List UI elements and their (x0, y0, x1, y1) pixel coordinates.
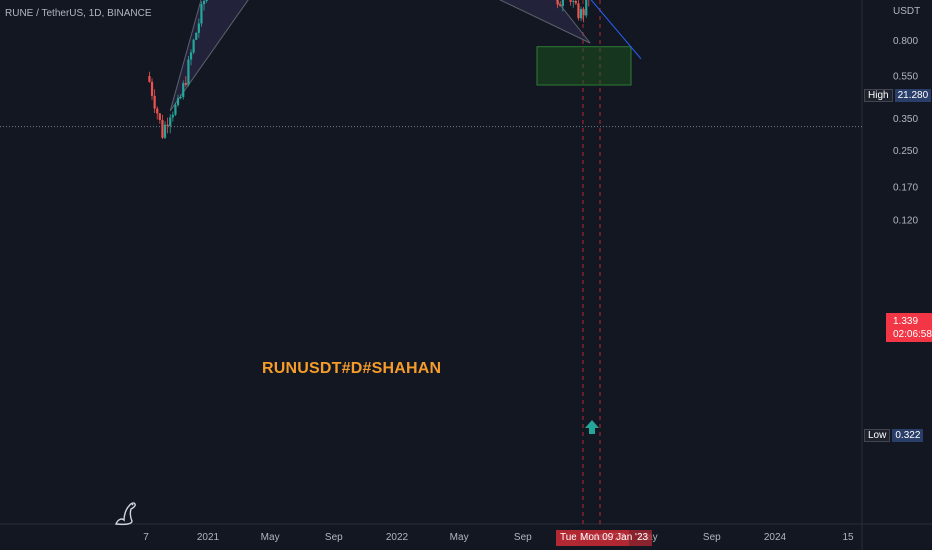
candle (577, 3, 580, 19)
chart-title: RUNE / TetherUS, 1D, BINANCE (5, 8, 152, 19)
arrows (585, 420, 599, 434)
candles (148, 0, 590, 140)
time-tick-10: 2024 (764, 532, 787, 543)
candle (189, 52, 193, 60)
candle (163, 124, 167, 138)
target-zone (536, 46, 632, 86)
candle (197, 23, 200, 33)
candle (205, 0, 208, 1)
time-tick-1: 2021 (197, 532, 220, 543)
price-tick-13: 0.350 (893, 114, 918, 125)
candle (153, 95, 156, 109)
tradingview-logo (115, 502, 136, 526)
high-low-lines (0, 0, 862, 524)
candle (585, 0, 588, 16)
time-tick-6: Sep (514, 532, 532, 543)
candle (187, 59, 190, 85)
zones (536, 46, 632, 86)
high-price-tag: High 21.280 (864, 89, 932, 102)
candle-countdown: 02:06:58 (893, 329, 932, 340)
low-price-tag: Low 0.322 (864, 429, 924, 442)
time-tick-0: 7 (143, 532, 149, 543)
candle (150, 81, 154, 96)
candle (176, 98, 180, 105)
pattern-triangle-xab (169, 0, 249, 112)
candle (561, 0, 564, 7)
up-arrow-icon (585, 420, 599, 434)
descending-trendline (590, 0, 642, 60)
candle (200, 4, 203, 24)
time-tick-9: Sep (703, 532, 721, 543)
candle (569, 0, 572, 2)
time-tick-2: May (261, 532, 280, 543)
candle (579, 9, 583, 19)
time-tick-4: 2022 (386, 532, 409, 543)
candle (556, 0, 559, 5)
candle (148, 76, 151, 82)
trend-lines (590, 0, 642, 60)
crosshair-date-label-2: Mon 09 Jan '23 (576, 530, 653, 546)
price-tick-16: 0.120 (893, 215, 918, 226)
low-label: Low (864, 429, 891, 442)
harmonic-pattern (169, 0, 591, 112)
candle (171, 114, 174, 118)
candle (195, 32, 198, 40)
time-axis-ticks: 72021MaySep2022MaySepJan '23MaySep202415 (143, 532, 854, 543)
candle (158, 113, 161, 120)
candle (192, 39, 195, 53)
candle (582, 9, 585, 16)
candle (169, 117, 172, 126)
candle (179, 96, 182, 99)
price-tick-11: 0.800 (893, 36, 918, 47)
price-tick-12: 0.550 (893, 72, 918, 83)
high-value: 21.280 (894, 89, 932, 102)
high-label: High (864, 89, 893, 102)
candle (174, 104, 177, 115)
candle (156, 108, 159, 114)
candle (559, 4, 562, 7)
candle (182, 83, 185, 97)
candle (202, 0, 206, 5)
time-tick-5: May (450, 532, 469, 543)
pattern-triangle-bcd (499, 0, 591, 44)
chart-annotation-text: RUNUSDT#D#SHAHAN (262, 360, 442, 377)
time-tick-3: Sep (325, 532, 343, 543)
time-tick-11: 15 (842, 532, 854, 543)
current-price: 1.339 (893, 316, 919, 327)
price-axis-ticks: USDT48.00033.00022.00015.00010.0007.0005… (893, 6, 920, 226)
current-price-tag: 1.339 02:06:58 (886, 313, 932, 342)
candle (184, 83, 187, 85)
low-value: 0.322 (892, 429, 924, 442)
candle (572, 0, 575, 2)
price-tick-14: 0.250 (893, 146, 918, 157)
currency-label: USDT (893, 6, 920, 17)
price-tick-15: 0.170 (893, 182, 918, 193)
candle (166, 124, 169, 126)
candle (574, 0, 577, 4)
candle (161, 119, 164, 138)
